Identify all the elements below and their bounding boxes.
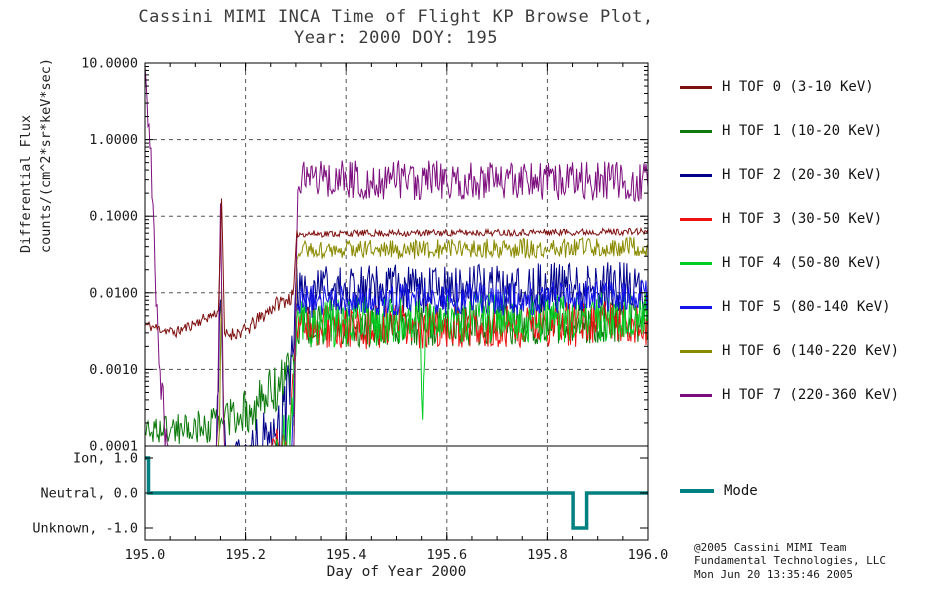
x-tick-label: 195.6 xyxy=(426,547,467,563)
legend-swatch-line xyxy=(680,129,712,133)
series-line-6 xyxy=(145,236,649,447)
mode-legend-label: Mode xyxy=(724,483,758,499)
legend-item-5: H TOF 5 (80-140 KeV) xyxy=(680,285,899,329)
chart-title-line-2: Year: 2000 DOY: 195 xyxy=(294,28,498,48)
legend-item-0: H TOF 0 (3-10 KeV) xyxy=(680,65,899,109)
legend-swatch-line xyxy=(680,85,712,89)
y-tick-label: 10.0000 xyxy=(81,56,138,72)
legend-swatch-line xyxy=(680,173,712,177)
legend-swatch-line xyxy=(680,261,712,265)
legend-swatch-line xyxy=(680,305,712,309)
x-axis-label: Day of Year 2000 xyxy=(326,564,467,580)
credit-line-1: @2005 Cassini MIMI Team xyxy=(694,541,847,554)
legend-swatch-line xyxy=(680,217,712,221)
tick-labels: 10.0000 1.0000 0.1000 0.0100 0.0010 0.0001Ion… xyxy=(32,56,668,564)
legend-label: H TOF 7 (220-360 KeV) xyxy=(722,387,900,403)
x-tick-label: 195.0 xyxy=(125,547,166,563)
legend-item-6: H TOF 6 (140-220 KeV) xyxy=(680,329,899,373)
y-tick-label: 0.0010 xyxy=(89,362,138,378)
legend-swatch-line xyxy=(680,393,712,397)
mode-line xyxy=(145,456,648,530)
legend-label: H TOF 2 (20-30 KeV) xyxy=(722,167,883,183)
x-tick-label: 195.8 xyxy=(527,547,568,563)
x-tick-label: 195.4 xyxy=(326,547,367,563)
legend-item-3: H TOF 3 (30-50 KeV) xyxy=(680,197,899,241)
legend-swatch-line xyxy=(680,349,712,353)
legend-label: H TOF 4 (50-80 KeV) xyxy=(722,255,883,271)
legend: H TOF 0 (3-10 KeV) H TOF 1 (10-20 KeV) H T… xyxy=(680,65,899,417)
legend-label: H TOF 5 (80-140 KeV) xyxy=(722,299,891,315)
series-line-0 xyxy=(144,198,649,341)
tick-marks xyxy=(144,62,649,540)
mode-tick-label: Ion, 1.0 xyxy=(73,451,138,467)
credit-line-3: Mon Jun 20 13:35:46 2005 xyxy=(694,567,853,581)
credit-line-2: Fundamental Technologies, LLC xyxy=(694,554,887,568)
legend-label: H TOF 6 (140-220 KeV) xyxy=(722,343,900,359)
mode-tick-label: Neutral, 0.0 xyxy=(40,486,138,502)
legend-label: H TOF 1 (10-20 KeV) xyxy=(722,123,883,139)
y-tick-label: 0.0100 xyxy=(89,285,138,301)
legend-item-4: H TOF 4 (50-80 KeV) xyxy=(680,241,899,285)
legend-item-2: H TOF 2 (20-30 KeV) xyxy=(680,153,899,197)
legend-item-1: H TOF 1 (10-20 KeV) xyxy=(680,109,899,153)
chart-title-line-1: Cassini MIMI INCA Time of Flight KP Brow… xyxy=(138,7,654,27)
y-tick-label: 0.0001 xyxy=(89,439,138,455)
mode-tick-label: Unknown, -1.0 xyxy=(32,521,138,537)
legend-label: H TOF 3 (30-50 KeV) xyxy=(722,211,883,227)
mode-legend-item: Mode xyxy=(680,480,758,502)
credit-text: @2005 Cassini MIMI Team Fundamental Tech… xyxy=(694,541,886,581)
y-tick-label: 0.1000 xyxy=(89,209,138,225)
series-lines xyxy=(144,67,649,447)
mode-legend-swatch-line xyxy=(680,489,714,493)
legend-item-7: H TOF 7 (220-360 KeV) xyxy=(680,373,899,417)
y-tick-label: 1.0000 xyxy=(89,132,138,148)
legend-label: H TOF 0 (3-10 KeV) xyxy=(722,79,874,95)
x-tick-label: 195.2 xyxy=(225,547,266,563)
x-tick-label: 196.0 xyxy=(628,547,669,563)
